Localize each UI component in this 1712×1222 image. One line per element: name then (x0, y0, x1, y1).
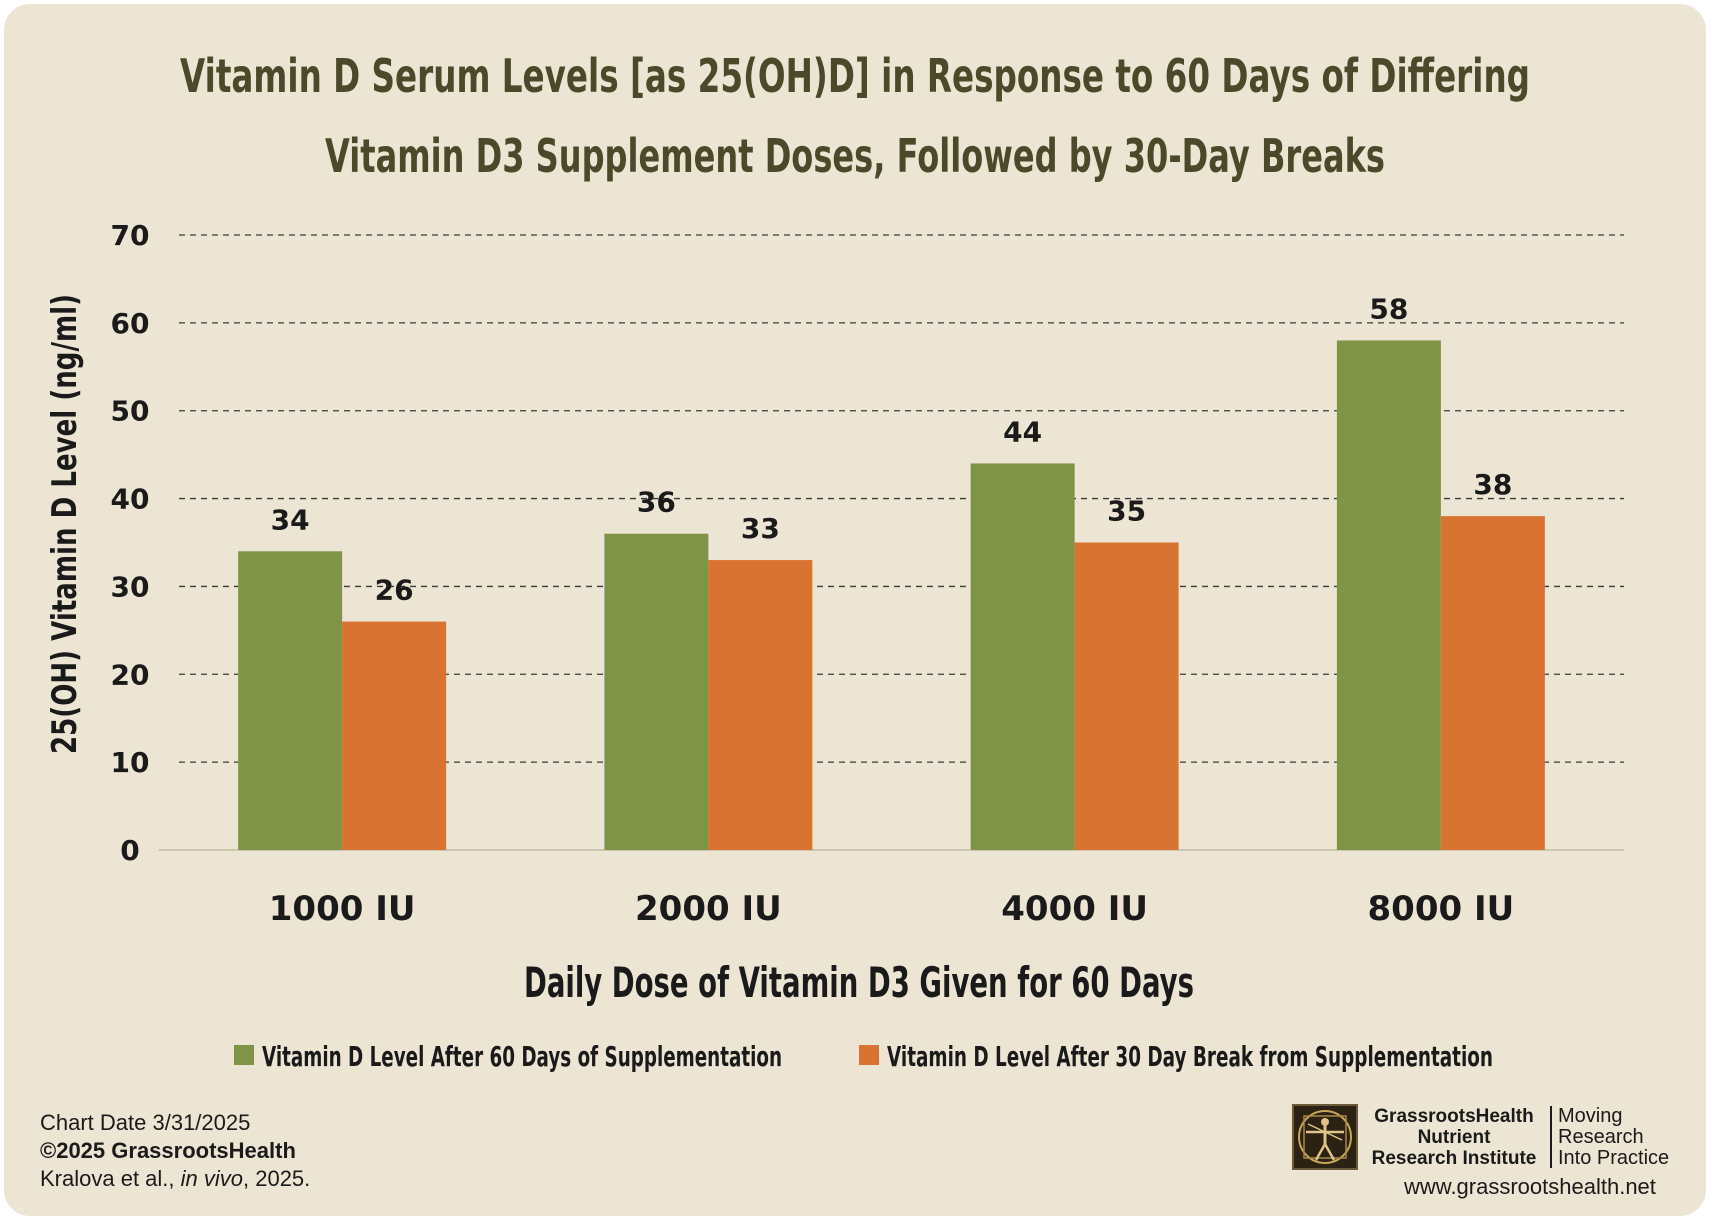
legend: Vitamin D Level After 60 Days of Supplem… (234, 1040, 1493, 1073)
tagline-line-1: Moving (1558, 1105, 1623, 1127)
citation-year: , 2025. (243, 1166, 311, 1191)
data-label: 44 (1003, 415, 1042, 448)
bar-series-2 (1074, 542, 1179, 850)
data-label: 34 (271, 503, 310, 536)
data-label: 26 (375, 574, 414, 607)
brand-divider (1550, 1106, 1552, 1168)
tagline-line-2: Research (1558, 1126, 1644, 1148)
website-link[interactable]: www.grassrootshealth.net (1404, 1174, 1656, 1199)
chart-title-line-1: Vitamin D Serum Levels [as 25(OH)D] in R… (180, 49, 1530, 103)
data-label: 38 (1473, 468, 1512, 501)
data-label: 36 (637, 486, 676, 519)
copyright: ©2025 GrassrootsHealth (40, 1138, 296, 1163)
x-axis-label: Daily Dose of Vitamin D3 Given for 60 Da… (524, 958, 1194, 1007)
org-name-line-1: GrassrootsHealth (1374, 1106, 1534, 1127)
chart-card: Vitamin D Serum Levels [as 25(OH)D] in R… (4, 4, 1706, 1216)
tagline: Moving Research Into Practice (1558, 1106, 1669, 1169)
y-tick-label: 30 (111, 570, 150, 603)
legend-label-2: Vitamin D Level After 30 Day Break from … (887, 1040, 1493, 1073)
legend-label-1: Vitamin D Level After 60 Days of Supplem… (262, 1040, 782, 1073)
x-tick-label: 2000 IU (635, 889, 782, 929)
data-label: 58 (1369, 292, 1408, 325)
citation-journal: in vivo (180, 1166, 243, 1191)
bar-series-2 (342, 621, 447, 850)
org-name: GrassrootsHealth Nutrient Research Insti… (1364, 1106, 1544, 1169)
chart-date: Chart Date 3/31/2025 (40, 1110, 251, 1135)
bar-series-1 (970, 463, 1075, 850)
chart-title: Vitamin D Serum Levels [as 25(OH)D] in R… (180, 49, 1530, 183)
bar-series-1 (1336, 340, 1441, 850)
footer-info: Chart Date 3/31/2025 ©2025 GrassrootsHea… (40, 1109, 310, 1193)
y-tick-label: 60 (111, 307, 150, 340)
bar-series-2 (708, 560, 813, 850)
y-axis-ticks: 0 10 20 30 40 50 60 70 (111, 219, 150, 867)
bar-series-2 (1440, 516, 1545, 850)
y-tick-label: 0 (120, 834, 139, 867)
y-tick-label: 50 (111, 395, 150, 428)
x-tick-label: 8000 IU (1368, 889, 1515, 929)
x-tick-label: 4000 IU (1001, 889, 1148, 929)
bar-series-1 (238, 551, 343, 850)
org-name-line-3: Research Institute (1371, 1148, 1537, 1169)
citation: Kralova et al., in vivo, 2025. (40, 1165, 310, 1193)
tagline-line-3: Into Practice (1558, 1147, 1670, 1169)
bars: 34 26 36 33 44 35 58 38 (238, 292, 1545, 850)
data-label: 35 (1107, 495, 1146, 528)
data-label: 33 (741, 512, 780, 545)
chart-title-line-2: Vitamin D3 Supplement Doses, Followed by… (325, 129, 1385, 183)
bar-series-1 (604, 533, 709, 850)
legend-swatch-2 (859, 1045, 879, 1065)
y-tick-label: 40 (111, 483, 150, 516)
org-name-line-2: Nutrient (1417, 1127, 1491, 1148)
y-tick-label: 20 (111, 658, 150, 691)
y-tick-label: 70 (111, 219, 150, 252)
x-axis-ticks: 1000 IU 2000 IU 4000 IU 8000 IU (269, 889, 1514, 929)
y-tick-label: 10 (111, 746, 150, 779)
legend-swatch-1 (234, 1045, 254, 1065)
x-tick-label: 1000 IU (269, 889, 416, 929)
citation-authors: Kralova et al., (40, 1166, 181, 1191)
y-axis-label: 25(OH) Vitamin D Level (ng/ml) (45, 294, 85, 754)
vitruvian-man-icon (1292, 1104, 1358, 1170)
brand-block: GrassrootsHealth Nutrient Research Insti… (1292, 1104, 1692, 1216)
chart-svg: Vitamin D Serum Levels [as 25(OH)D] in R… (45, 49, 1624, 1073)
